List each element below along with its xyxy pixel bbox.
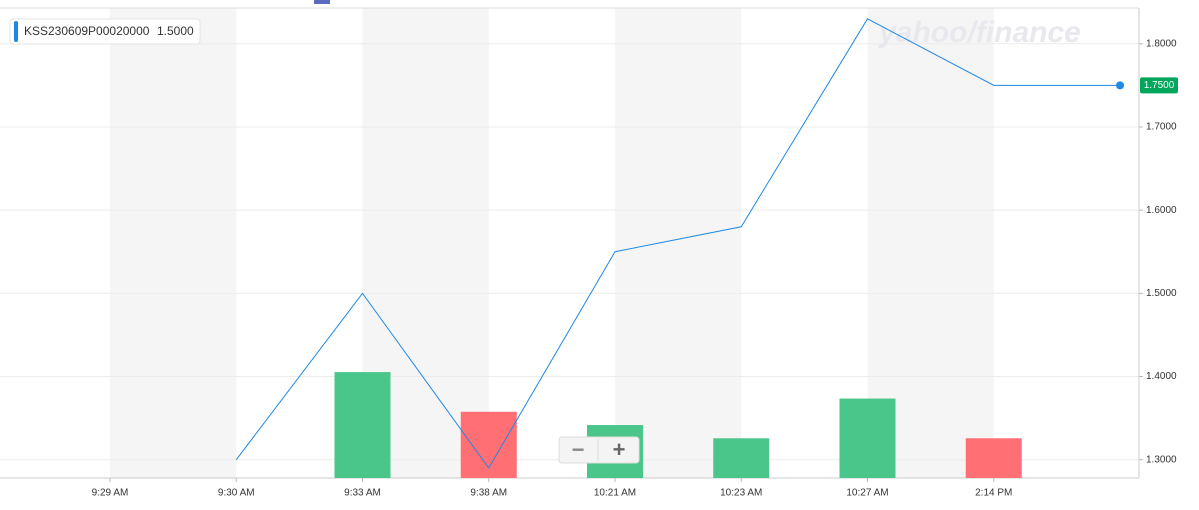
top-marker <box>314 0 330 4</box>
legend-value: 1.5000 <box>157 24 194 38</box>
volume-bar <box>334 372 391 478</box>
legend-label: KSS230609P00020000 <box>24 24 150 38</box>
zoom-box <box>558 436 640 464</box>
volume-bar <box>713 438 770 478</box>
price-line <box>235 18 1120 469</box>
legend-swatch <box>14 21 18 42</box>
shaded-band <box>110 8 237 478</box>
last-point <box>1116 81 1124 90</box>
watermark: yahoo/finance <box>877 16 1081 49</box>
x-tick-label: 9:38 AM <box>470 488 507 499</box>
y-tick-label: 1.3000 <box>1146 454 1177 465</box>
y-tick-label: 1.6000 <box>1146 205 1177 216</box>
y-tick-label: 1.8000 <box>1146 38 1177 49</box>
x-tick-label: 9:33 AM <box>344 488 381 499</box>
x-tick-label: 9:30 AM <box>218 488 255 499</box>
x-tick-label: 10:27 AM <box>846 488 888 499</box>
last-price-label: 1.7500 <box>1144 80 1175 91</box>
volume-bar <box>460 411 517 478</box>
zoom-controls: − + <box>558 436 640 464</box>
x-tick-label: 10:23 AM <box>720 488 762 499</box>
zoom-in-button[interactable]: + <box>613 437 626 462</box>
y-tick-label: 1.4000 <box>1146 371 1177 382</box>
y-tick-label: 1.7000 <box>1146 122 1177 133</box>
x-tick-label: 2:14 PM <box>975 488 1012 499</box>
y-tick-label: 1.5000 <box>1146 288 1177 299</box>
volume-bar <box>965 438 1022 478</box>
last-price-tag <box>1140 77 1178 94</box>
x-tick-label: 10:21 AM <box>594 488 636 499</box>
legend: KSS230609P00020000 1.5000 <box>9 18 201 45</box>
legend-box <box>9 18 201 45</box>
zoom-out-button[interactable]: − <box>572 437 585 462</box>
volume-bar <box>839 398 896 478</box>
x-tick-label: 9:29 AM <box>92 488 129 499</box>
shaded-band <box>615 8 742 478</box>
